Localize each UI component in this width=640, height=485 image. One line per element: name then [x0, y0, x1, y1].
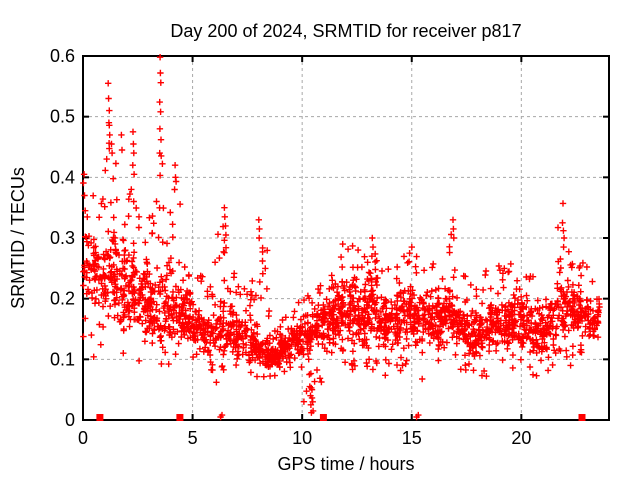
- x-tick-label: 5: [188, 428, 198, 448]
- zero-square-marker: [176, 414, 184, 421]
- y-tick-label: 0.3: [50, 228, 75, 248]
- y-tick-label: 0.2: [50, 289, 75, 309]
- chart-title: Day 200 of 2024, SRMTID for receiver p81…: [170, 21, 521, 41]
- x-tick-labels: 0 5 10 15 20: [78, 428, 531, 448]
- y-tick-label: 0.4: [50, 167, 75, 187]
- zero-square-marker: [319, 414, 327, 421]
- y-tick-label: 0.6: [50, 46, 75, 66]
- x-tick-label: 10: [292, 428, 312, 448]
- y-tick-labels: 0 0.1 0.2 0.3 0.4 0.5 0.6: [50, 46, 75, 430]
- y-tick-label: 0: [65, 410, 75, 430]
- x-tick-label: 15: [402, 428, 422, 448]
- x-tick-label: 20: [511, 428, 531, 448]
- x-axis-label: GPS time / hours: [277, 454, 414, 474]
- y-tick-label: 0.1: [50, 349, 75, 369]
- zero-square-marker: [578, 414, 586, 421]
- scatter-points: [80, 54, 603, 421]
- zero-square-marker: [96, 414, 104, 421]
- axis-ticks: [82, 55, 609, 421]
- zero-square-markers: [96, 414, 586, 421]
- y-tick-label: 0.5: [50, 107, 75, 127]
- y-axis-label: SRMTID / TECUs: [8, 167, 28, 309]
- x-tick-label: 0: [78, 428, 88, 448]
